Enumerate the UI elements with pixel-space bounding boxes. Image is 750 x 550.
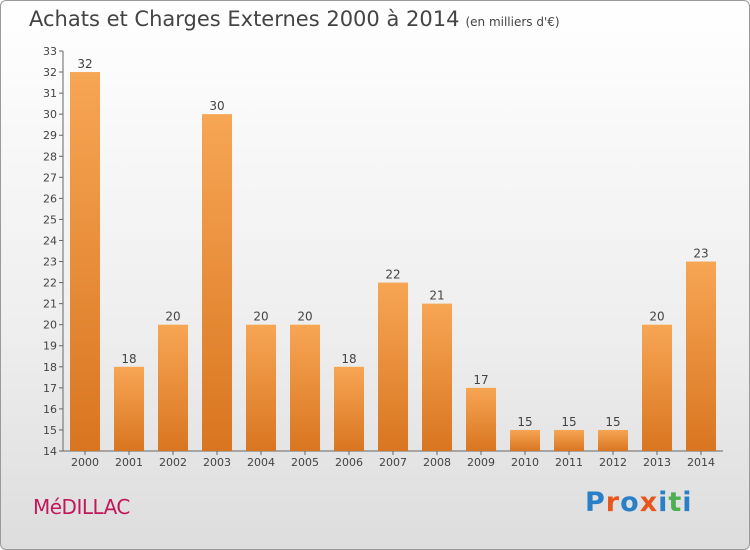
bar-2008 <box>422 303 452 451</box>
logo-letter: r <box>605 487 621 518</box>
x-tick-label: 2005 <box>291 456 319 469</box>
y-tick-label: 27 <box>43 171 57 184</box>
bar-2005 <box>290 324 320 451</box>
logo-letter: P <box>585 487 606 518</box>
y-tick-label: 21 <box>43 298 57 311</box>
x-tick-label: 2006 <box>335 456 363 469</box>
y-tick-label: 19 <box>43 340 57 353</box>
x-tick-label: 2007 <box>379 456 407 469</box>
bar-2011 <box>554 429 584 451</box>
value-label-2002: 20 <box>165 310 180 324</box>
value-label-2004: 20 <box>253 310 268 324</box>
y-tick-label: 15 <box>43 424 57 437</box>
x-tick-label: 2009 <box>467 456 495 469</box>
y-tick-label: 33 <box>43 45 57 58</box>
x-tick-label: 2003 <box>203 456 231 469</box>
y-tick-label: 22 <box>43 277 57 290</box>
value-labels: 32 18 20 30 20 20 18 22 21 17 15 15 15 20 23 <box>77 57 708 429</box>
y-tick-label: 24 <box>43 234 57 247</box>
value-label-2001: 18 <box>121 352 136 366</box>
x-tick-label: 2013 <box>643 456 671 469</box>
value-label-2003: 30 <box>209 99 224 113</box>
bar-2014 <box>686 261 716 451</box>
bar-2013 <box>642 324 672 451</box>
bar-2007 <box>378 282 408 451</box>
value-label-2007: 22 <box>385 268 400 282</box>
y-tick-label: 26 <box>43 192 57 205</box>
value-label-2014: 23 <box>693 247 708 261</box>
chart-unit: (en milliers d'€) <box>465 15 560 29</box>
y-tick-label: 20 <box>43 319 57 332</box>
y-tick-label: 14 <box>43 445 57 458</box>
x-tick-label: 2002 <box>159 456 187 469</box>
y-tick-label: 17 <box>43 382 57 395</box>
value-label-2010: 15 <box>517 415 532 429</box>
value-label-2013: 20 <box>649 310 664 324</box>
y-tick-label: 30 <box>43 108 57 121</box>
logo-letter: x <box>639 487 659 518</box>
bar-2010 <box>510 429 540 451</box>
commune-name: MéDILLAC <box>33 495 130 519</box>
bar-2002 <box>158 324 188 451</box>
logo-letter: o <box>620 487 640 518</box>
bar-2003 <box>202 114 232 451</box>
x-tick-label: 2012 <box>599 456 627 469</box>
bar-2000 <box>70 72 100 451</box>
bar-2004 <box>246 324 276 451</box>
y-tick-label: 18 <box>43 361 57 374</box>
y-tick-label: 32 <box>43 66 57 79</box>
bar-2012 <box>598 429 628 451</box>
x-tick-label: 2000 <box>71 456 99 469</box>
y-tick-label: 29 <box>43 129 57 142</box>
value-label-2005: 20 <box>297 310 312 324</box>
x-tick-label: 2008 <box>423 456 451 469</box>
value-label-2012: 15 <box>605 415 620 429</box>
value-label-2008: 21 <box>429 289 444 303</box>
y-tick-label: 31 <box>43 87 57 100</box>
y-tick-label: 25 <box>43 213 57 226</box>
value-label-2009: 17 <box>473 373 488 387</box>
value-label-2000: 32 <box>77 57 92 71</box>
x-tick-label: 2001 <box>115 456 143 469</box>
x-tick-label: 2004 <box>247 456 275 469</box>
x-tick-label: 2010 <box>511 456 539 469</box>
logo-letter: i <box>658 487 669 518</box>
logo-letter: i <box>682 487 693 518</box>
chart-title-text: Achats et Charges Externes 2000 à 2014 <box>29 7 460 31</box>
bars <box>70 72 716 451</box>
bar-2006 <box>334 366 364 451</box>
bar-2009 <box>466 387 496 451</box>
logo-letter: t <box>668 487 683 518</box>
y-tick-label: 23 <box>43 256 57 269</box>
bar-2001 <box>114 366 144 451</box>
x-tick-label: 2014 <box>687 456 715 469</box>
chart-title: Achats et Charges Externes 2000 à 2014 (e… <box>29 7 560 31</box>
y-tick-label: 16 <box>43 403 57 416</box>
y-tick-label: 28 <box>43 150 57 163</box>
value-label-2006: 18 <box>341 352 356 366</box>
value-label-2011: 15 <box>561 415 576 429</box>
proxiti-logo: Proxiti <box>585 487 693 518</box>
axes: 14 15 16 17 18 19 20 21 22 23 24 25 26 27 28 29 30 31 32 33… <box>43 45 723 469</box>
x-tick-label: 2011 <box>555 456 583 469</box>
